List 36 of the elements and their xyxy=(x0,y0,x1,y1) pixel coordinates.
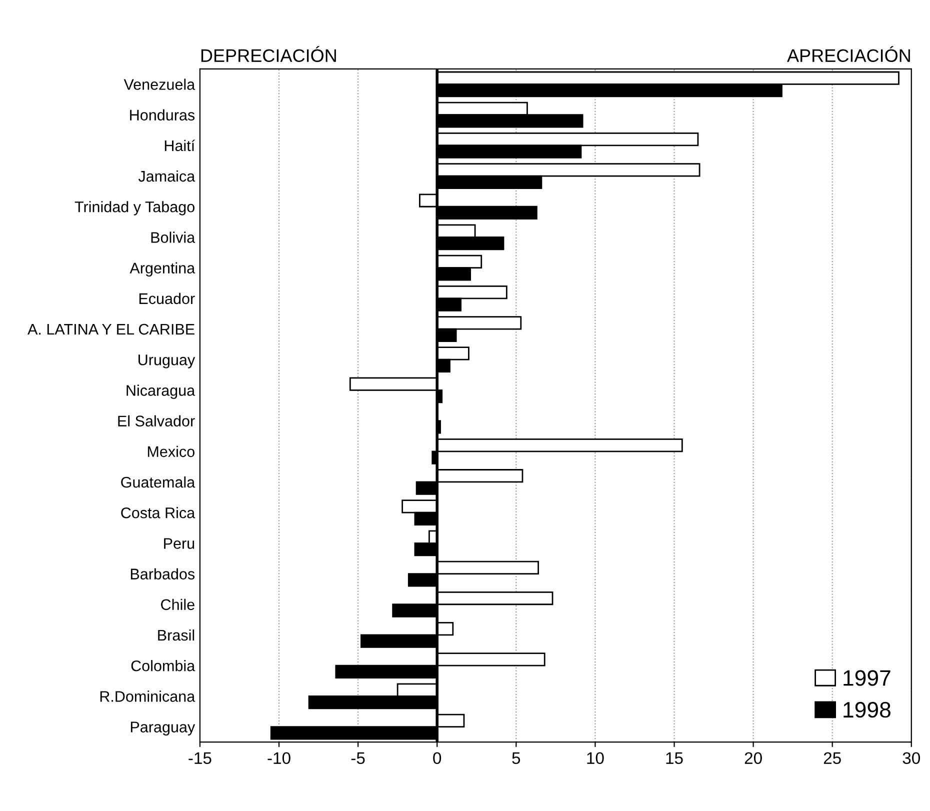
y-tick-label: Venezuela xyxy=(124,78,196,90)
y-tick-label: Bolivia xyxy=(151,232,196,243)
y-tick-label: Jamaica xyxy=(138,170,196,182)
y-tick-label: R.Dominicana xyxy=(100,690,196,702)
y-tick-label: Paraguay xyxy=(130,722,196,736)
x-tick-label: 20 xyxy=(744,752,762,764)
y-tick-label: Costa Rica xyxy=(121,507,196,518)
text: DEPRECIACIÓN xyxy=(201,46,336,62)
y-tick-label: Honduras xyxy=(130,109,195,121)
y-tick-label: Trinidad y Tabago xyxy=(74,201,194,216)
y-tick-label: Nicaragua xyxy=(126,384,196,399)
y-tick-label: Ecuador xyxy=(139,292,195,304)
x-tick-label: 15 xyxy=(666,752,683,764)
y-tick-label: Mexico xyxy=(148,446,194,458)
x-tick-label: 5 xyxy=(512,752,520,764)
x-tick-label: -10 xyxy=(268,752,290,764)
y-tick-label: Brasil xyxy=(158,629,194,641)
x-tick-label: 25 xyxy=(824,752,841,764)
y-tick-label: Barbados xyxy=(130,568,195,580)
x-tick-label: 30 xyxy=(902,752,920,764)
y-tick-label: A. LATINA Y EL CARIBE xyxy=(28,324,194,335)
legend-label: 1998 xyxy=(844,702,890,718)
x-tick-label: 10 xyxy=(587,752,604,764)
y-tick-label: Uruguay xyxy=(138,354,196,368)
y-tick-label: Haití xyxy=(164,140,196,152)
y-tick-label: Guatemala xyxy=(121,476,196,488)
text: APRECIACIÓN xyxy=(787,46,910,62)
legend-label: 1997 xyxy=(844,670,890,686)
y-tick-label: El Salvador xyxy=(118,415,195,426)
x-tick-label: -15 xyxy=(188,752,212,764)
y-tick-label: Chile xyxy=(161,598,194,610)
y-tick-label: Argentina xyxy=(130,262,196,277)
y-tick-label: Peru xyxy=(164,538,194,549)
x-tick-label: -5 xyxy=(351,752,365,764)
y-tick-label: Colombia xyxy=(131,660,196,672)
x-tick-label: 0 xyxy=(433,752,442,764)
